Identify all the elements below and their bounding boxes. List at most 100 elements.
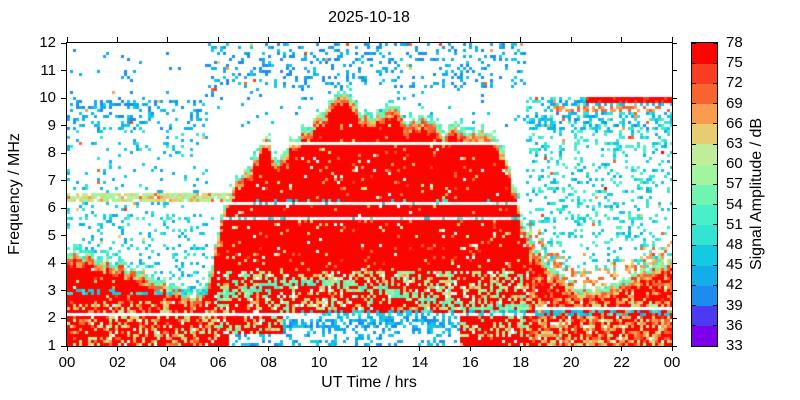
- colorbar-tick: [713, 123, 717, 125]
- colorbar-tick-label: 33: [726, 337, 743, 354]
- x-tick: [268, 346, 270, 351]
- colorbar-segment: [692, 285, 717, 307]
- colorbar-tick-label: 57: [726, 175, 743, 193]
- colorbar-tick: [692, 325, 696, 327]
- x-tick-label: 22: [613, 354, 630, 371]
- y-tick-label: 4: [47, 254, 56, 272]
- colorbar-tick-label: 48: [726, 236, 743, 253]
- y-tick: [61, 97, 66, 99]
- y-tick-label: 5: [47, 226, 56, 244]
- x-tick: [66, 346, 68, 351]
- colorbar-tick: [692, 284, 696, 286]
- colorbar-tick: [713, 204, 717, 206]
- x-tick: [268, 37, 270, 42]
- colorbar-label: Signal Amplitude / dB: [748, 117, 765, 271]
- x-tick: [369, 346, 370, 351]
- y-tick: [61, 70, 66, 72]
- colorbar-tick-label: 39: [726, 296, 743, 314]
- y-tick-label: 2: [47, 309, 56, 327]
- y-tick-label: 7: [47, 171, 56, 189]
- colorbar-segment: [692, 204, 717, 226]
- x-tick: [167, 346, 169, 351]
- x-tick: [419, 37, 421, 42]
- colorbar-tick: [713, 62, 717, 64]
- colorbar-tick-label: 54: [726, 195, 743, 213]
- x-tick: [167, 37, 169, 42]
- y-tick-label: 1: [47, 337, 56, 354]
- x-tick: [318, 37, 320, 42]
- colorbar-tick-label: 69: [726, 94, 743, 112]
- x-tick: [469, 346, 471, 351]
- y-tick: [672, 70, 677, 72]
- y-tick-label: 6: [47, 199, 56, 217]
- colorbar-tick: [692, 123, 696, 125]
- colorbar-tick: [692, 42, 696, 44]
- colorbar-tick-label: 75: [726, 54, 743, 72]
- x-tick-label: 16: [461, 354, 479, 371]
- y-tick: [61, 262, 66, 264]
- colorbar-tick: [713, 244, 717, 246]
- y-tick: [61, 42, 66, 44]
- spectrogram-canvas: [67, 43, 672, 346]
- y-tick: [672, 42, 677, 44]
- y-tick: [61, 125, 66, 127]
- y-tick: [61, 180, 66, 182]
- x-tick: [217, 346, 219, 351]
- y-tick-label: 11: [40, 61, 56, 79]
- y-tick-label: 8: [47, 144, 56, 162]
- x-tick: [116, 37, 118, 42]
- colorbar-segment: [692, 265, 717, 286]
- x-tick-label: 12: [361, 354, 378, 371]
- y-tick: [61, 207, 66, 209]
- colorbar-segment: [692, 224, 717, 246]
- colorbar-tick-label: 66: [726, 114, 743, 132]
- y-tick: [672, 262, 677, 264]
- y-tick: [672, 180, 677, 182]
- x-tick: [621, 37, 623, 42]
- x-tick-label: 00: [58, 354, 76, 371]
- colorbar-segment: [692, 83, 717, 105]
- y-tick-label: 9: [47, 116, 56, 134]
- y-tick-label: 10: [39, 89, 56, 107]
- colorbar-segment: [692, 184, 717, 206]
- colorbar-tick: [713, 305, 717, 307]
- colorbar-segment: [692, 63, 717, 84]
- colorbar-segment: [692, 325, 717, 347]
- colorbar-tick: [692, 264, 696, 266]
- y-tick: [672, 345, 677, 347]
- x-tick-label: 08: [260, 354, 277, 371]
- x-tick: [671, 346, 673, 351]
- y-tick-label: 12: [39, 34, 56, 51]
- colorbar-tick: [713, 143, 717, 145]
- y-tick: [672, 152, 677, 154]
- y-tick: [672, 317, 677, 319]
- x-tick: [621, 346, 623, 351]
- colorbar-segment: [692, 164, 717, 185]
- colorbar-tick: [692, 244, 696, 246]
- x-axis-label: UT Time / hrs: [321, 374, 417, 391]
- colorbar-tick: [713, 82, 717, 84]
- colorbar-tick: [692, 204, 696, 206]
- x-tick: [570, 346, 572, 351]
- y-tick-label: 3: [47, 281, 56, 299]
- colorbar-tick: [713, 163, 717, 165]
- y-tick: [61, 152, 66, 154]
- x-tick: [217, 37, 219, 42]
- x-tick-label: 04: [159, 354, 177, 371]
- x-tick: [671, 37, 673, 42]
- y-tick: [61, 317, 66, 319]
- colorbar-segment: [692, 123, 717, 145]
- y-tick: [672, 125, 677, 127]
- colorbar-tick: [692, 103, 696, 105]
- colorbar-tick: [713, 42, 717, 44]
- colorbar-tick: [713, 325, 717, 327]
- colorbar-tick: [692, 62, 696, 64]
- colorbar-tick: [713, 183, 717, 185]
- x-tick-label: 14: [411, 354, 429, 371]
- y-tick: [61, 345, 66, 347]
- y-tick: [672, 97, 677, 99]
- y-tick: [672, 235, 677, 237]
- x-tick: [419, 346, 421, 351]
- colorbar-segment: [692, 245, 717, 266]
